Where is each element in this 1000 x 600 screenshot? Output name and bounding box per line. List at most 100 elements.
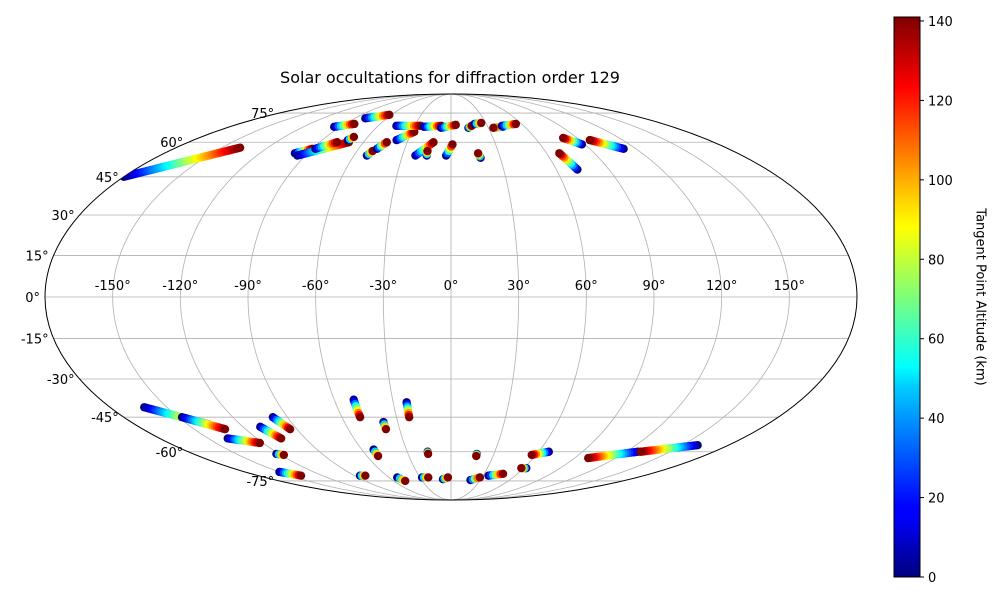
occultation-track: [555, 149, 582, 174]
occultation-track: [527, 447, 553, 460]
occultation-track: [256, 422, 286, 443]
colorbar-tick-label: 100: [928, 174, 953, 189]
colorbar-tick-label: 120: [928, 94, 953, 109]
data-point: [475, 473, 485, 482]
longitude-gridline: [112, 93, 452, 501]
occultation-track: [379, 417, 391, 434]
occultation-track: [393, 473, 410, 486]
longitude-tick-label: -120°: [162, 279, 198, 294]
data-point: [511, 119, 521, 129]
latitude-tick-label: -45°: [91, 411, 119, 426]
data-point: [373, 451, 383, 461]
longitude-tick-label: -60°: [302, 279, 330, 294]
data-point: [279, 450, 289, 460]
occultation-track: [470, 118, 486, 129]
data-point: [350, 119, 359, 129]
data-point: [555, 149, 564, 158]
longitude-gridline: [315, 93, 452, 501]
longitude-tick-label: -90°: [234, 279, 262, 294]
occultation-track: [355, 471, 370, 480]
data-point: [429, 138, 438, 147]
colorbar-tick-label: 80: [928, 253, 945, 268]
data-point: [385, 110, 394, 119]
occultation-track: [392, 127, 419, 145]
colorbar-tick-label: 0: [928, 571, 936, 586]
occultation-track: [369, 445, 383, 461]
data-point: [235, 143, 245, 152]
occultation-track: [372, 138, 391, 153]
occultation-track: [119, 143, 245, 182]
data-point: [381, 424, 391, 434]
occultation-track: [223, 434, 264, 448]
data-point: [285, 424, 295, 434]
data-point: [584, 453, 593, 463]
occultation-track: [402, 398, 414, 422]
latitude-tick-label: 30°: [52, 209, 75, 224]
longitude-tick-label: -30°: [369, 279, 397, 294]
latitude-tick-label: -30°: [47, 373, 75, 388]
longitude-tick-label: 120°: [706, 279, 737, 294]
occultation-track: [275, 467, 306, 480]
occultation-track: [472, 449, 481, 461]
occultation-track: [343, 132, 359, 145]
data-point: [355, 412, 365, 422]
data-point: [476, 118, 486, 128]
data-point: [220, 424, 230, 434]
colorbar-tick-label: 40: [928, 412, 945, 427]
colorbar-tick-label: 20: [928, 492, 945, 507]
data-point: [558, 133, 568, 143]
latitude-tick-label: 60°: [160, 136, 183, 151]
data-point: [443, 473, 453, 482]
longitude-gridline: [450, 93, 520, 501]
latitude-tick-label: -60°: [156, 446, 184, 461]
data-point: [382, 138, 391, 147]
data-point: [349, 132, 359, 142]
longitude-gridline: [247, 93, 452, 501]
occultation-track: [329, 119, 359, 132]
longitude-tick-label: 150°: [774, 279, 805, 294]
occultation-track: [438, 473, 453, 484]
map-boundary: [44, 93, 858, 501]
data-point: [517, 463, 526, 473]
data-point: [451, 120, 460, 130]
chart-title: Solar occultations for diffraction order…: [280, 68, 620, 87]
occultation-track: [177, 412, 230, 434]
occultation-track: [417, 473, 433, 482]
colorbar-tick-label: 60: [928, 333, 945, 348]
colorbar: 0 20 40 60 80 100 120 140: [893, 15, 953, 586]
occultation-track: [361, 110, 394, 123]
colorbar-label: Tangent Point Altitude (km): [972, 208, 988, 386]
axis-tick-labels: -150° -120° -90° -60° -30° 0° 30° 60° 90° 120° 150…: [21, 107, 805, 490]
occultation-track: [422, 146, 432, 160]
occultation-track: [349, 395, 365, 422]
occultation-track: [441, 140, 457, 160]
data-point: [472, 451, 481, 461]
data-point: [404, 412, 414, 422]
occultation-track: [497, 119, 521, 131]
occultation-track: [272, 449, 289, 460]
latitude-tick-label: 75°: [251, 107, 274, 122]
colorbar-tick-label: 140: [928, 15, 953, 30]
data-point: [527, 450, 536, 460]
occultation-track: [584, 447, 643, 463]
data-point: [448, 140, 457, 149]
data-point: [636, 447, 645, 456]
latitude-tick-label: -75°: [246, 475, 274, 490]
latitude-tick-label: 45°: [96, 171, 119, 186]
data-point: [361, 471, 370, 480]
longitude-tick-label: 30°: [507, 279, 530, 294]
occultation-track: [585, 135, 628, 153]
data-point: [489, 123, 498, 132]
occultation-track: [423, 447, 433, 459]
occultation-track: [311, 138, 342, 153]
data-point: [255, 438, 264, 448]
map-outline: [44, 93, 858, 501]
longitude-tick-label: 0°: [444, 279, 459, 294]
occultation-track: [473, 149, 485, 163]
data-point: [332, 138, 342, 147]
occultation-track: [517, 463, 531, 473]
occultation-track: [392, 121, 425, 131]
data-point: [424, 473, 433, 482]
data-point: [423, 449, 433, 459]
